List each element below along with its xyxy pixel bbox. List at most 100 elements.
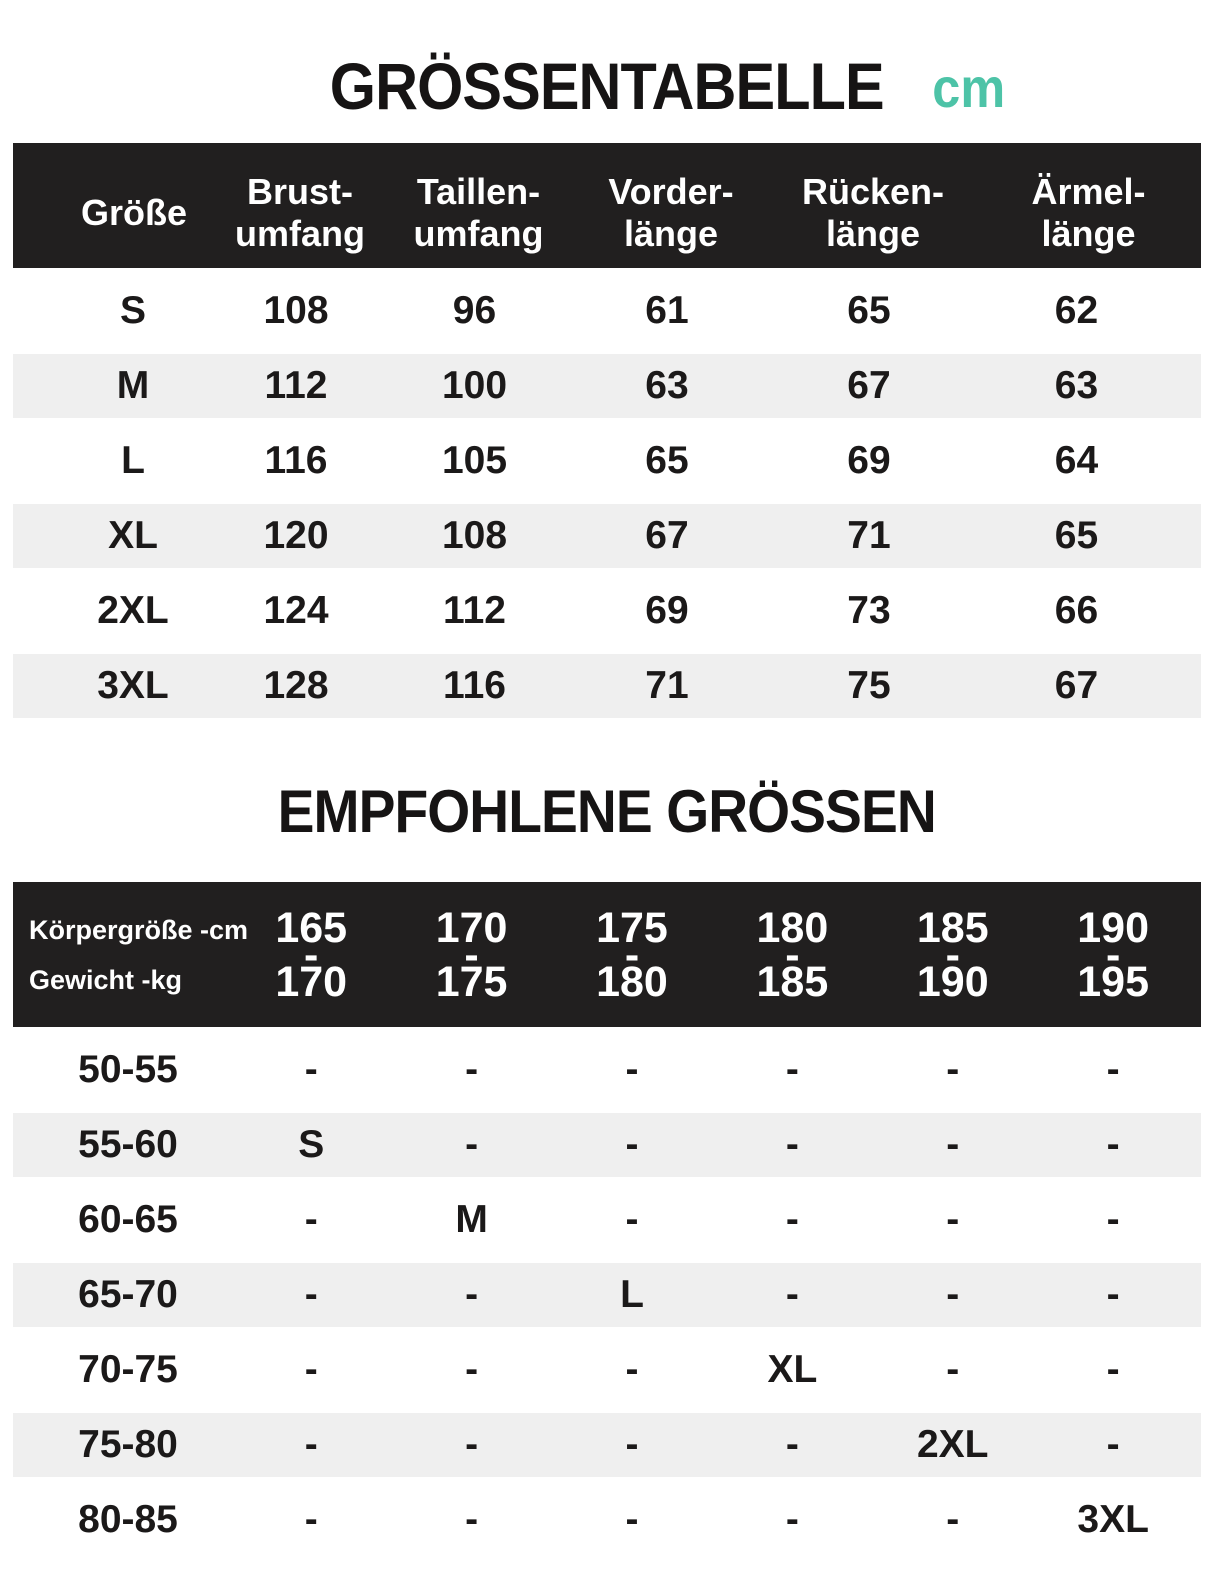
weight-range-label: 75-80 xyxy=(78,1423,178,1466)
recommendation-row: 60-65 - M - - - - xyxy=(13,1177,1201,1252)
front-length-value: 71 xyxy=(645,664,689,707)
weight-range-label: 80-85 xyxy=(78,1498,178,1541)
header-vorderlaenge-line2: länge xyxy=(623,212,719,254)
recommended-size-cell: - xyxy=(785,1198,799,1241)
recommended-size-cell: - xyxy=(1106,1048,1120,1091)
size-row: M 112 100 63 67 63 xyxy=(13,343,1201,418)
sleeve-length-value: 66 xyxy=(1054,589,1099,632)
recommended-size-cell: L xyxy=(620,1273,644,1316)
recommended-size-cell: - xyxy=(304,1423,318,1466)
page-title-text: GRÖSSENTABELLE cm xyxy=(330,48,1005,124)
waist-value: 112 xyxy=(443,589,506,632)
recommended-table-header: Körpergröße -cm Gewicht -kg 165 - 170 17… xyxy=(13,882,1201,1027)
sleeve-length-value: 65 xyxy=(1054,514,1099,557)
recommended-size-cell: - xyxy=(625,1498,639,1541)
recommendation-row: 65-70 - - L - - - xyxy=(13,1252,1201,1327)
height-range: 190 - 195 xyxy=(1033,903,1193,1006)
height-range-to: 195 xyxy=(1077,957,1150,1006)
recommended-size-cell: - xyxy=(785,1498,799,1541)
recommended-size-cell: S xyxy=(298,1123,325,1166)
recommended-title-text: EMPFOHLENE GRÖSSEN xyxy=(277,777,937,845)
front-length-value: 69 xyxy=(645,589,689,632)
size-label: S xyxy=(119,289,146,332)
size-label: M xyxy=(116,364,150,407)
size-row: L 116 105 65 69 64 xyxy=(13,418,1201,493)
recommended-header-labels: Körpergröße -cm Gewicht -kg xyxy=(13,905,249,1005)
header-rueckenlaenge: Rücken- länge xyxy=(770,171,976,255)
weight-range-label: 65-70 xyxy=(78,1273,178,1316)
recommended-size-cell: - xyxy=(304,1348,318,1391)
waist-value: 96 xyxy=(452,289,497,332)
size-table-header: Größe Brust- umfang Taillen- umfang Vord… xyxy=(13,143,1201,268)
recommended-size-cell: - xyxy=(1106,1423,1120,1466)
size-row: XL 120 108 67 71 65 xyxy=(13,493,1201,568)
recommendation-row: 70-75 - - - XL - - xyxy=(13,1327,1201,1402)
recommended-size-cell: - xyxy=(785,1423,799,1466)
waist-value: 105 xyxy=(441,439,508,482)
recommended-size-cell: - xyxy=(465,1348,479,1391)
recommended-size-cell: - xyxy=(465,1273,479,1316)
sleeve-length-value: 63 xyxy=(1054,364,1099,407)
recommended-size-cell: - xyxy=(946,1048,960,1091)
chest-value: 128 xyxy=(263,664,329,707)
recommended-table-body: 50-55 - - - - - - 55-60 S - - - - - 60-6… xyxy=(0,1027,1214,1552)
header-groesse: Größe xyxy=(13,192,215,234)
front-length-value: 65 xyxy=(645,439,689,482)
unit-label: cm xyxy=(932,55,1006,119)
recommended-size-cell: XL xyxy=(767,1348,818,1391)
height-range-to: 180 xyxy=(596,957,668,1006)
recommended-size-cell: 3XL xyxy=(1077,1498,1149,1541)
size-label: L xyxy=(121,439,145,482)
recommended-size-cell: - xyxy=(304,1498,318,1541)
recommended-size-cell: - xyxy=(465,1423,479,1466)
recommendation-row: 55-60 S - - - - - xyxy=(13,1102,1201,1177)
recommended-size-cell: - xyxy=(946,1348,960,1391)
recommended-size-cell: - xyxy=(785,1273,799,1316)
height-range-to: 190 xyxy=(916,957,989,1006)
header-groesse-line1: Größe xyxy=(80,191,187,233)
back-length-value: 67 xyxy=(847,364,891,407)
header-vorderlaenge-line1: Vorder- xyxy=(608,170,734,212)
recommended-size-cell: - xyxy=(785,1048,799,1091)
height-range-from: 170 xyxy=(435,903,508,952)
header-rueckenlaenge-line1: Rücken- xyxy=(801,170,945,212)
weight-range-label: 50-55 xyxy=(78,1048,178,1091)
front-length-value: 67 xyxy=(645,514,689,557)
recommended-size-cell: - xyxy=(465,1048,479,1091)
height-range: 170 - 175 xyxy=(391,903,551,1003)
recommended-size-cell: - xyxy=(304,1273,318,1316)
header-aermellaenge: Ärmel- länge xyxy=(976,171,1201,255)
recommended-size-cell: - xyxy=(946,1123,960,1166)
height-range-to: 185 xyxy=(756,957,829,1006)
recommended-size-cell: - xyxy=(946,1198,960,1241)
recommended-size-cell: - xyxy=(625,1123,639,1166)
height-range-from: 175 xyxy=(596,903,668,952)
height-range-from: 190 xyxy=(1077,903,1150,952)
size-table-body: S 108 96 61 65 62 M 112 100 63 67 63 L 1… xyxy=(0,268,1214,718)
header-brustumfang-line1: Brust- xyxy=(247,170,353,212)
front-length-value: 63 xyxy=(645,364,689,407)
recommended-size-cell: - xyxy=(1106,1348,1120,1391)
chest-value: 108 xyxy=(263,289,329,332)
height-range-from: 185 xyxy=(916,903,989,952)
header-aermellaenge-line2: länge xyxy=(1041,212,1136,254)
size-label: 3XL xyxy=(97,664,169,707)
height-unit-label: Körpergröße -cm xyxy=(29,914,249,945)
recommendation-row: 50-55 - - - - - - xyxy=(13,1027,1201,1102)
sleeve-length-value: 64 xyxy=(1054,439,1099,482)
height-range-from: 165 xyxy=(275,903,348,952)
recommended-title: EMPFOHLENE GRÖSSEN xyxy=(0,718,1214,882)
height-range-to: 170 xyxy=(275,957,348,1006)
size-row: 3XL 128 116 71 75 67 xyxy=(13,643,1201,718)
recommended-size-cell: - xyxy=(625,1048,639,1091)
sleeve-length-value: 62 xyxy=(1054,289,1099,332)
recommended-size-cell: - xyxy=(304,1198,318,1241)
header-taillenumfang: Taillen- umfang xyxy=(385,171,572,255)
recommended-size-cell: - xyxy=(304,1048,318,1091)
height-range: 175 - 180 xyxy=(552,903,712,1006)
chest-value: 112 xyxy=(264,364,328,407)
header-rueckenlaenge-line2: länge xyxy=(825,212,921,254)
header-aermellaenge-line1: Ärmel- xyxy=(1031,170,1146,212)
size-row: S 108 96 61 65 62 xyxy=(13,268,1201,343)
